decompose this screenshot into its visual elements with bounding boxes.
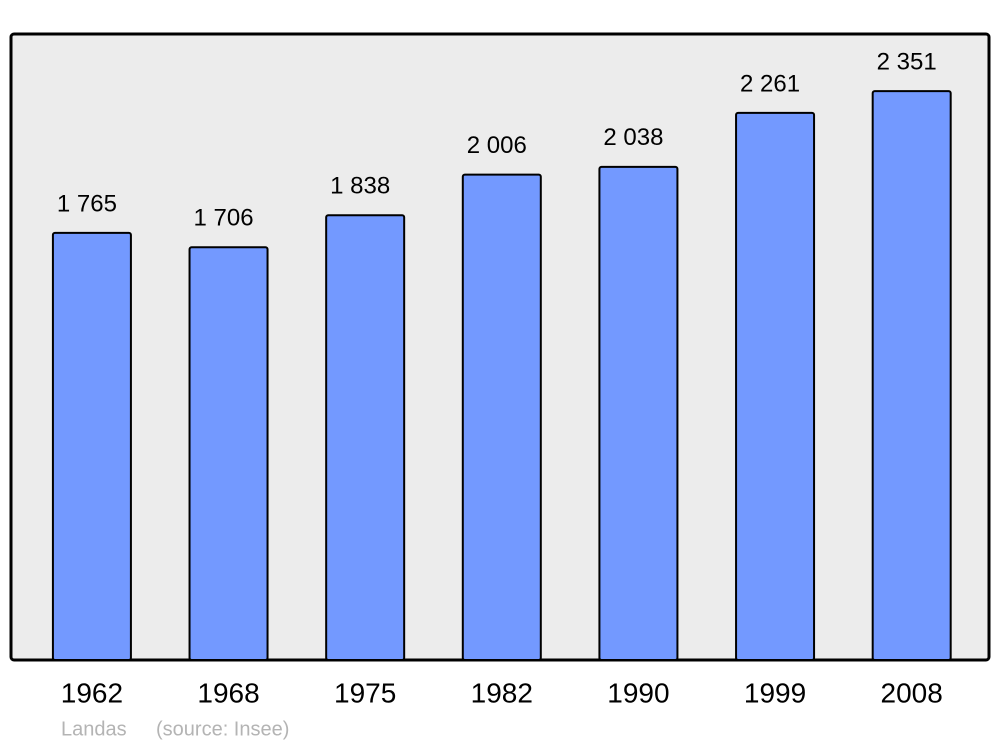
- x-tick-label: 1990: [607, 677, 669, 708]
- bar: [188, 246, 269, 661]
- x-tick-label: 1975: [334, 677, 396, 708]
- value-label: 2 006: [467, 132, 527, 159]
- x-tick-label: 1982: [471, 677, 533, 708]
- value-label: 2 261: [740, 70, 800, 97]
- bar: [461, 173, 542, 662]
- value-label: 1 838: [330, 173, 390, 200]
- bar: [325, 214, 406, 661]
- value-label: 1 706: [194, 205, 254, 232]
- value-label: 2 038: [603, 124, 663, 151]
- bar: [735, 111, 816, 662]
- x-tick-label: 1968: [197, 677, 259, 708]
- x-tick-label: 1962: [61, 677, 123, 708]
- x-tick-label: 1999: [744, 677, 806, 708]
- bar: [51, 231, 132, 661]
- bar: [871, 90, 952, 661]
- source: (source: Insee): [156, 718, 289, 740]
- x-tick-label: 2008: [881, 677, 943, 708]
- value-label: 1 765: [57, 190, 117, 217]
- value-label: 2 351: [877, 48, 937, 75]
- bar: [598, 165, 679, 661]
- caption: Landas: [61, 718, 127, 740]
